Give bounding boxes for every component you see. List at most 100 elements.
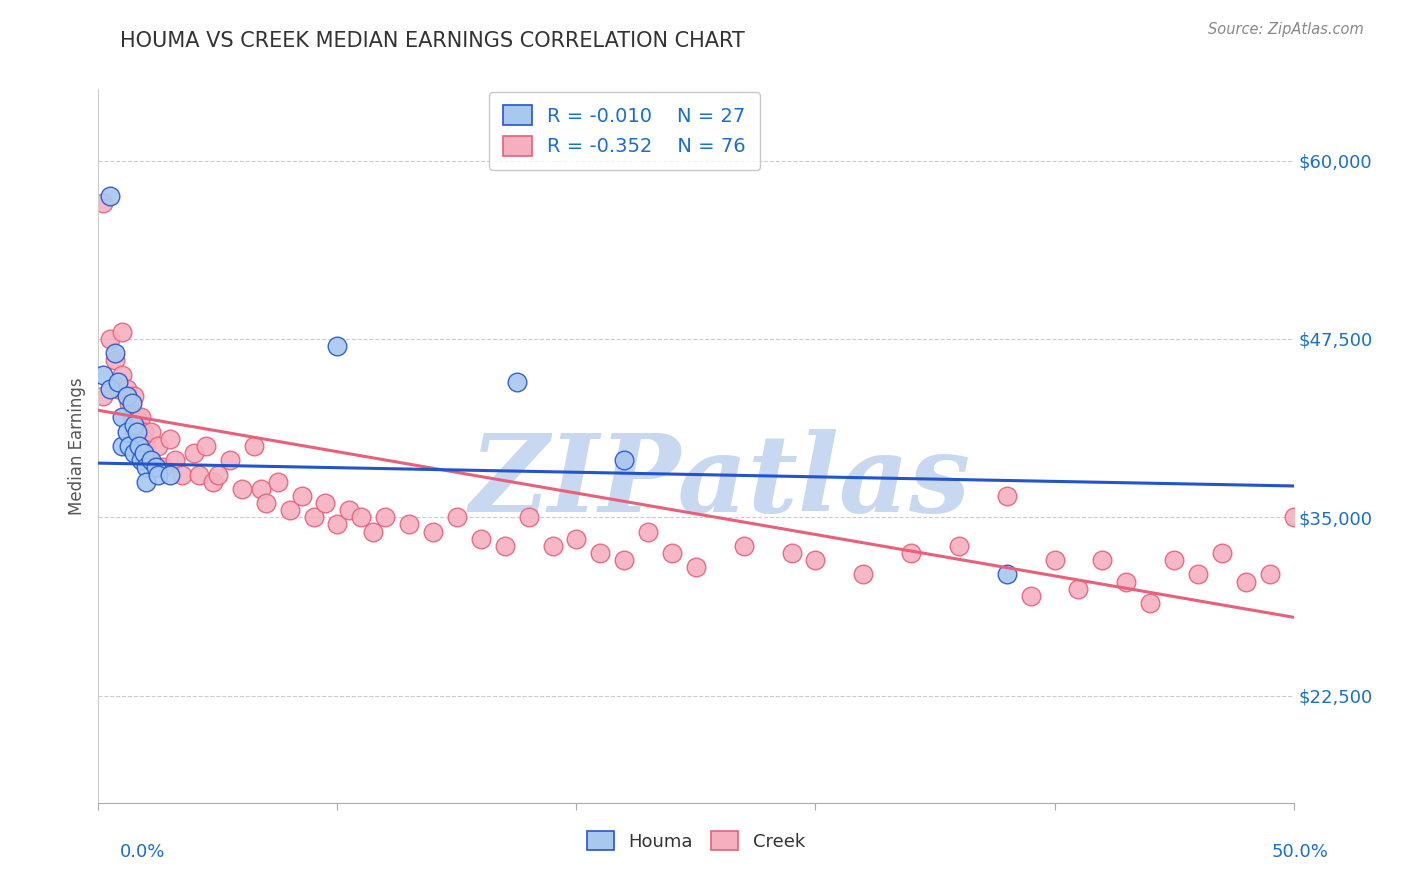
Point <box>637 524 659 539</box>
Text: HOUMA VS CREEK MEDIAN EARNINGS CORRELATION CHART: HOUMA VS CREEK MEDIAN EARNINGS CORRELATI… <box>120 31 744 51</box>
Point <box>1234 574 1257 589</box>
Point <box>339 503 361 517</box>
Point <box>326 517 349 532</box>
Point <box>780 546 803 560</box>
Point <box>350 510 373 524</box>
Point <box>1211 546 1233 560</box>
Point <box>138 453 160 467</box>
Point <box>128 432 150 446</box>
Point <box>506 375 529 389</box>
Point <box>1139 596 1161 610</box>
Point <box>115 389 138 403</box>
Point <box>613 453 636 467</box>
Point <box>111 439 134 453</box>
Point <box>267 475 290 489</box>
Point <box>139 453 162 467</box>
Point <box>187 467 209 482</box>
Point <box>363 524 385 539</box>
Point <box>107 375 129 389</box>
Point <box>125 425 148 439</box>
Point <box>202 475 225 489</box>
Point <box>900 546 922 560</box>
Point <box>98 189 122 203</box>
Point <box>148 439 170 453</box>
Point <box>685 560 707 574</box>
Point <box>124 425 146 439</box>
Point <box>948 539 970 553</box>
Point <box>124 417 146 432</box>
Point <box>98 382 122 396</box>
Point <box>398 517 420 532</box>
Point <box>589 546 612 560</box>
Point <box>104 353 127 368</box>
Point <box>125 410 148 425</box>
Point <box>1043 553 1066 567</box>
Point <box>121 410 143 425</box>
Point <box>152 460 174 475</box>
Point <box>118 439 141 453</box>
Point <box>132 425 155 439</box>
Point <box>91 196 114 211</box>
Point <box>326 339 349 353</box>
Point <box>1067 582 1090 596</box>
Text: 0.0%: 0.0% <box>120 843 165 861</box>
Point <box>804 553 827 567</box>
Point <box>494 539 516 553</box>
Point <box>1258 567 1281 582</box>
Point <box>254 496 277 510</box>
Point <box>243 439 266 453</box>
Point <box>422 524 444 539</box>
Point <box>115 425 138 439</box>
Point <box>1163 553 1185 567</box>
Point <box>661 546 683 560</box>
Point <box>517 510 540 524</box>
Point <box>107 382 129 396</box>
Point <box>111 368 134 382</box>
Point <box>207 467 229 482</box>
Point <box>98 332 122 346</box>
Text: 50.0%: 50.0% <box>1272 843 1329 861</box>
Point <box>115 382 138 396</box>
Point <box>613 553 636 567</box>
Text: Median Earnings: Median Earnings <box>69 377 86 515</box>
Point <box>121 396 143 410</box>
Point <box>470 532 492 546</box>
Point <box>91 389 114 403</box>
Point <box>135 475 157 489</box>
Point <box>852 567 875 582</box>
Point <box>91 368 114 382</box>
Point <box>145 460 167 475</box>
Point <box>1187 567 1209 582</box>
Point <box>139 425 162 439</box>
Point <box>172 467 194 482</box>
Point <box>1115 574 1137 589</box>
Point <box>302 510 325 524</box>
Point <box>111 410 134 425</box>
Point <box>446 510 468 524</box>
Point <box>132 446 155 460</box>
Point <box>1091 553 1114 567</box>
Point <box>733 539 755 553</box>
Point <box>124 389 146 403</box>
Point <box>374 510 396 524</box>
Point <box>1019 589 1042 603</box>
Point <box>291 489 314 503</box>
Point <box>565 532 588 546</box>
Point <box>219 453 242 467</box>
Point <box>148 467 170 482</box>
Point <box>231 482 253 496</box>
Point <box>183 446 205 460</box>
Legend: Houma, Creek: Houma, Creek <box>579 824 813 858</box>
Point <box>104 346 127 360</box>
Point <box>124 446 146 460</box>
Point <box>541 539 564 553</box>
Point <box>131 410 153 425</box>
Point <box>135 439 157 453</box>
Point <box>159 432 181 446</box>
Point <box>995 567 1018 582</box>
Point <box>159 467 181 482</box>
Point <box>278 503 301 517</box>
Text: Source: ZipAtlas.com: Source: ZipAtlas.com <box>1208 22 1364 37</box>
Point <box>111 325 134 339</box>
Point <box>995 489 1018 503</box>
